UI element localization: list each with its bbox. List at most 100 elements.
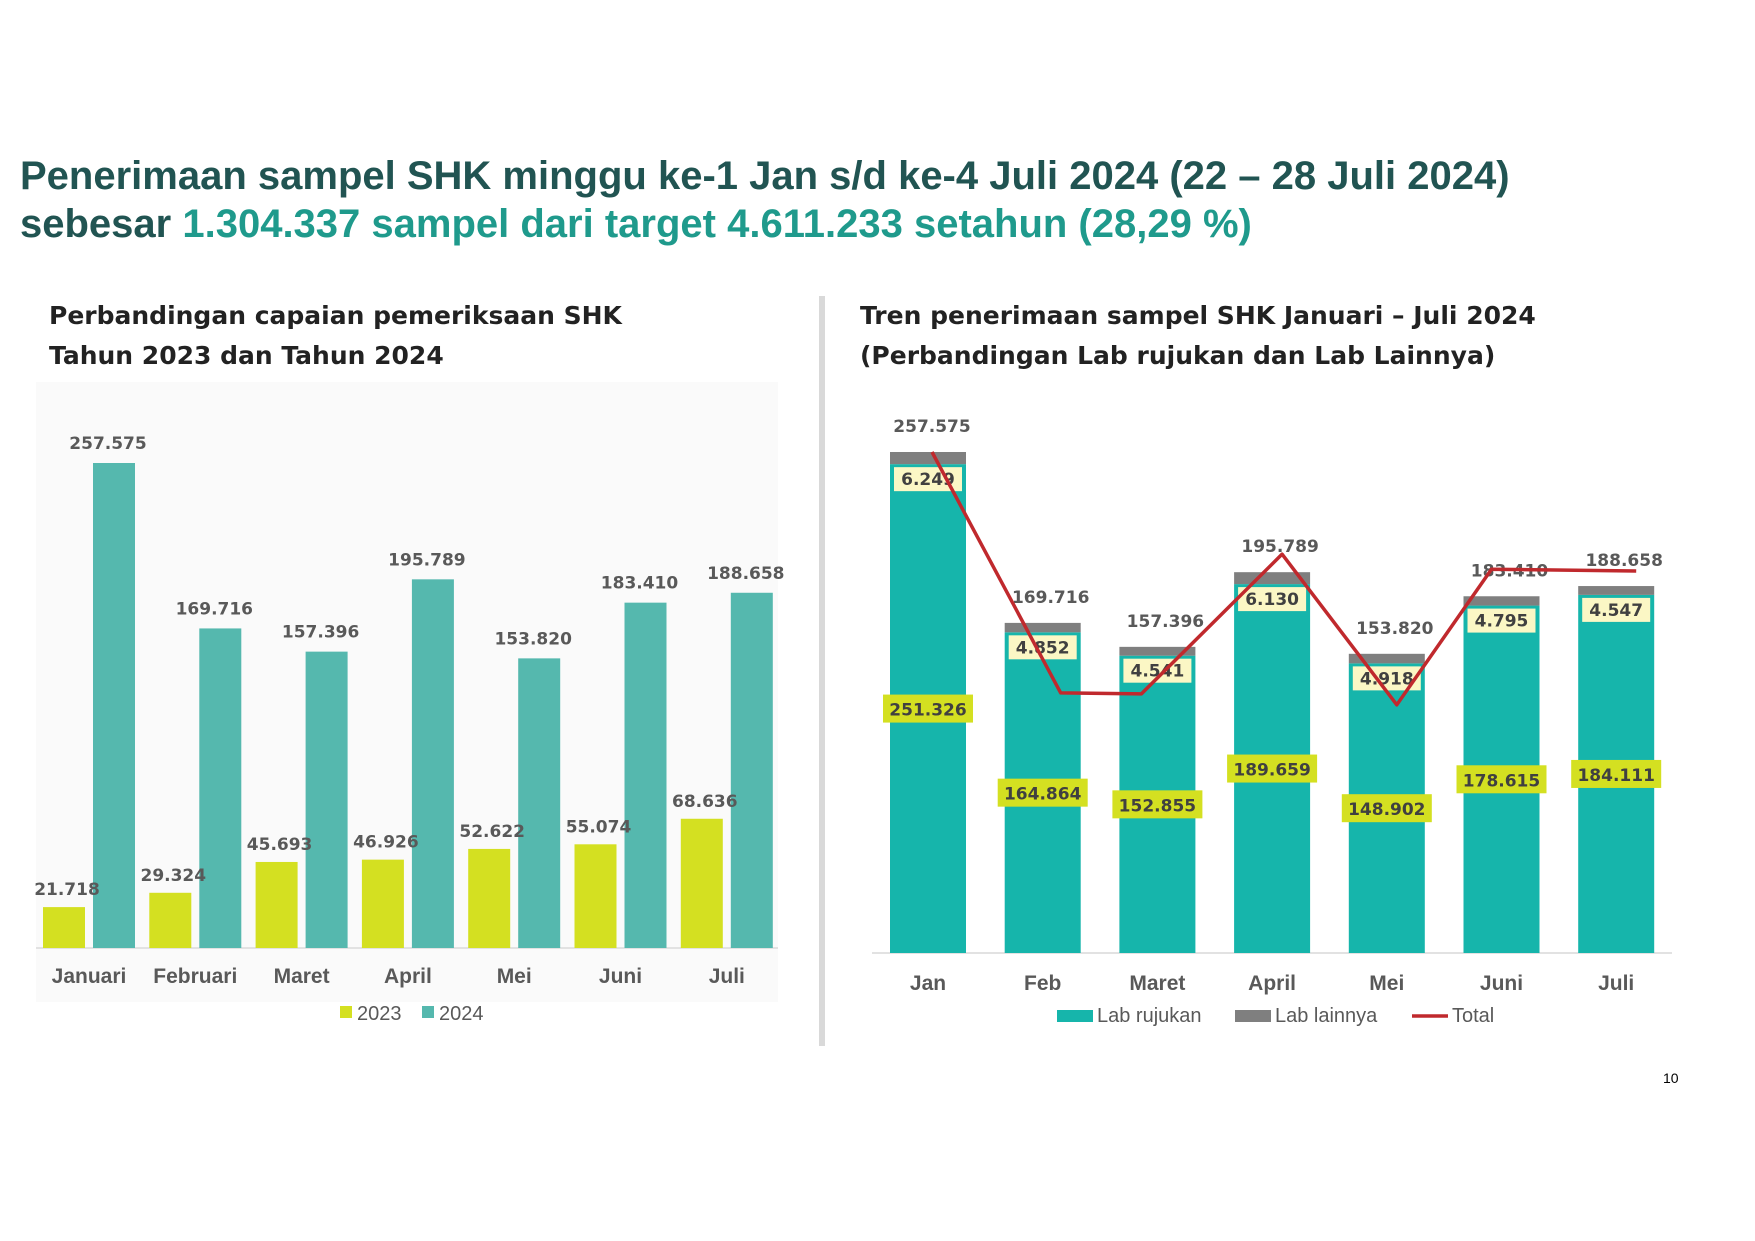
data-label-lab-rujukan: 164.864: [1004, 785, 1082, 805]
bar-lab-lainnya-jan: [890, 452, 966, 465]
data-label-2023: 46.926: [353, 833, 419, 853]
label-box-lab-lainnya: [1467, 608, 1536, 633]
left-chart-title-line1: Perbandingan capaian pemeriksaan SHK: [49, 301, 622, 330]
right-chart-title-line2: (Perbandingan Lab rujukan dan Lab Lainny…: [860, 341, 1496, 370]
vertical-divider: [819, 296, 825, 1046]
label-box-lab-rujukan: [1456, 765, 1547, 794]
legend-swatch-2024: [422, 1006, 434, 1018]
data-label-2023: 55.074: [566, 817, 632, 837]
bar-2023-juni: [574, 844, 617, 948]
bar-lab-lainnya-juni: [1463, 596, 1540, 606]
legend-swatch-lab-rujukan: [1057, 1010, 1093, 1022]
x-tick-label: Maret: [1129, 972, 1185, 995]
bar-lab-lainnya-feb: [1004, 622, 1081, 633]
x-tick-label: Juni: [1480, 972, 1523, 995]
label-box-lab-rujukan: [883, 694, 973, 723]
bar-2024-maret: [305, 651, 348, 948]
data-label-2024: 195.789: [388, 550, 465, 570]
data-label-2024: 183.410: [601, 574, 679, 594]
page-title-line2: sebesar 1.304.337 sampel dari target 4.6…: [20, 200, 1510, 248]
data-label-lab-lainnya: 6.249: [901, 470, 955, 490]
data-label-2023: 45.693: [247, 835, 313, 855]
bar-2023-maret: [255, 861, 298, 948]
bar-lab-lainnya-mei: [1348, 653, 1425, 664]
data-label-total: 157.396: [1127, 612, 1204, 632]
data-label-total: 169.716: [1012, 588, 1089, 608]
x-tick-label: Maret: [274, 965, 330, 988]
page-title-highlight: 1.304.337 sampel dari target 4.611.233 s…: [182, 202, 1252, 246]
data-label-lab-rujukan: 148.902: [1348, 800, 1425, 820]
x-tick-label: Mei: [497, 965, 532, 988]
label-box-lab-rujukan: [1112, 790, 1203, 819]
legend-label-total: Total: [1452, 1005, 1494, 1027]
data-label-lab-rujukan: 251.326: [889, 701, 966, 721]
data-label-lab-lainnya: 4.795: [1475, 612, 1529, 632]
data-label-lab-lainnya: 4.547: [1589, 601, 1643, 621]
total-line: [930, 451, 1637, 707]
x-tick-label: Juli: [1598, 972, 1634, 995]
x-tick-label: Mei: [1369, 972, 1404, 995]
bar-2024-juli: [730, 592, 773, 948]
data-label-2023: 21.718: [34, 880, 100, 900]
label-box-lab-rujukan: [997, 778, 1088, 807]
data-label-total: 188.658: [1585, 551, 1662, 571]
page-title: Penerimaan sampel SHK minggu ke-1 Jan s/…: [20, 152, 1510, 248]
bar-lab-lainnya-april: [1234, 572, 1311, 585]
legend-swatch-lab-lainnya: [1235, 1010, 1271, 1022]
legend-swatch-2023: [340, 1006, 352, 1018]
bar-lab-lainnya-juli: [1578, 586, 1655, 595]
data-label-lab-rujukan: 184.111: [1577, 766, 1654, 786]
x-tick-label: Feb: [1024, 972, 1061, 995]
x-tick-label: Januari: [52, 965, 127, 988]
legend-label-lab-lainnya: Lab lainnya: [1275, 1005, 1378, 1027]
legend-label-2024: 2024: [439, 1003, 484, 1025]
bar-2024-januari: [93, 463, 135, 948]
bar-2024-april: [411, 579, 454, 948]
data-label-lab-rujukan: 178.615: [1463, 771, 1540, 791]
bar-2024-juni: [624, 602, 667, 948]
data-label-lab-lainnya: 4.918: [1360, 669, 1414, 689]
legend-label-lab-rujukan: Lab rujukan: [1097, 1005, 1202, 1027]
data-label-lab-rujukan: 152.855: [1119, 796, 1196, 816]
data-label-2023: 29.324: [140, 866, 206, 886]
data-label-2024: 169.716: [176, 599, 253, 619]
legend-label-2023: 2023: [357, 1003, 402, 1025]
x-tick-label: Jan: [910, 972, 946, 995]
data-label-lab-lainnya: 6.130: [1245, 590, 1299, 610]
bar-2023-mei: [468, 848, 511, 948]
left-plot-area: [36, 382, 778, 1002]
data-label-total: 195.789: [1241, 537, 1318, 557]
x-tick-label: April: [1248, 972, 1296, 995]
data-label-total: 153.820: [1356, 619, 1434, 639]
label-box-lab-lainnya: [1008, 635, 1077, 660]
label-box-lab-lainnya: [1238, 587, 1307, 612]
x-tick-label: Februari: [153, 965, 237, 988]
right-chart-title-line1: Tren penerimaan sampel SHK Januari – Jul…: [860, 301, 1536, 330]
label-box-lab-rujukan: [1341, 794, 1432, 823]
data-label-2024: 188.658: [707, 564, 784, 584]
x-tick-label: April: [384, 965, 432, 988]
data-label-2023: 52.622: [459, 822, 525, 842]
bar-2023-juli: [680, 818, 723, 948]
data-label-2024: 257.575: [69, 434, 146, 454]
label-box-lab-rujukan: [1571, 759, 1662, 788]
bar-2024-februari: [199, 628, 242, 948]
data-label-2024: 153.820: [494, 629, 572, 649]
left-chart-title-line2: Tahun 2023 dan Tahun 2024: [49, 341, 444, 370]
bar-2024-mei: [518, 658, 561, 948]
left-chart-title: Perbandingan capaian pemeriksaan SHK Tah…: [49, 296, 622, 376]
page-title-line1: Penerimaan sampel SHK minggu ke-1 Jan s/…: [20, 154, 1510, 198]
bar-lab-lainnya-maret: [1119, 646, 1196, 656]
page-title-prefix: sebesar: [20, 202, 183, 246]
data-label-2023: 68.636: [672, 792, 738, 812]
data-label-total: 257.575: [893, 417, 970, 437]
label-box-lab-rujukan: [1227, 754, 1318, 783]
x-tick-label: Juli: [709, 965, 745, 988]
bar-2023-januari: [43, 907, 85, 948]
data-label-total: 183.410: [1471, 561, 1549, 581]
right-chart-title: Tren penerimaan sampel SHK Januari – Jul…: [860, 296, 1536, 376]
data-label-2024: 157.396: [282, 623, 359, 643]
x-tick-label: Juni: [599, 965, 642, 988]
page-number: 10: [1663, 1070, 1679, 1086]
